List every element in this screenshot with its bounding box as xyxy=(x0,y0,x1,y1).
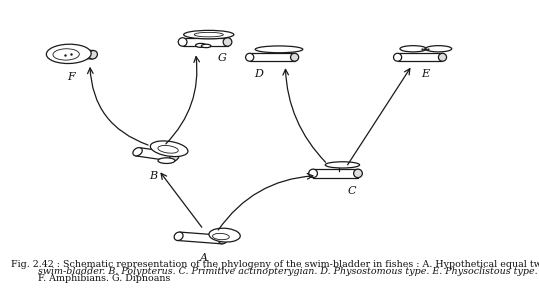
Text: swim-bladder. B. Polypterus. C. Primitive actinopterygian. D. Physostomous type.: swim-bladder. B. Polypterus. C. Primitiv… xyxy=(11,267,537,276)
Text: B: B xyxy=(149,171,157,181)
FancyBboxPatch shape xyxy=(54,49,94,59)
Ellipse shape xyxy=(212,234,229,240)
Ellipse shape xyxy=(184,30,234,39)
Ellipse shape xyxy=(202,44,211,48)
FancyBboxPatch shape xyxy=(250,53,295,61)
Text: F: F xyxy=(67,72,75,82)
Ellipse shape xyxy=(178,38,187,46)
Ellipse shape xyxy=(393,53,402,61)
Text: A: A xyxy=(199,253,208,263)
Ellipse shape xyxy=(425,46,452,52)
Ellipse shape xyxy=(246,53,254,61)
Ellipse shape xyxy=(194,32,223,37)
Ellipse shape xyxy=(291,53,299,61)
Text: E: E xyxy=(421,69,430,79)
Ellipse shape xyxy=(150,141,188,157)
Ellipse shape xyxy=(309,169,317,178)
Ellipse shape xyxy=(255,46,303,53)
FancyBboxPatch shape xyxy=(183,38,227,46)
Ellipse shape xyxy=(438,53,446,61)
Ellipse shape xyxy=(46,44,91,64)
Ellipse shape xyxy=(158,145,178,153)
Text: C: C xyxy=(347,186,356,196)
FancyBboxPatch shape xyxy=(135,148,176,161)
Ellipse shape xyxy=(133,148,142,156)
FancyBboxPatch shape xyxy=(313,169,358,178)
Ellipse shape xyxy=(170,153,179,161)
Ellipse shape xyxy=(209,228,240,242)
Ellipse shape xyxy=(325,162,360,168)
Ellipse shape xyxy=(354,169,362,178)
Ellipse shape xyxy=(51,49,59,57)
Ellipse shape xyxy=(219,236,227,244)
Ellipse shape xyxy=(223,38,232,46)
FancyBboxPatch shape xyxy=(398,53,443,61)
Text: G: G xyxy=(218,53,226,63)
FancyBboxPatch shape xyxy=(177,232,224,244)
Ellipse shape xyxy=(174,232,183,240)
Ellipse shape xyxy=(88,51,98,59)
Ellipse shape xyxy=(53,49,79,60)
Ellipse shape xyxy=(158,158,175,164)
Ellipse shape xyxy=(400,46,426,52)
Text: D: D xyxy=(254,69,264,79)
Text: F. Amphibians. G. Dipnoans: F. Amphibians. G. Dipnoans xyxy=(11,274,170,283)
Text: Fig. 2.42 : Schematic representation of the phylogeny of the swim-bladder in fis: Fig. 2.42 : Schematic representation of … xyxy=(11,260,539,269)
Ellipse shape xyxy=(196,43,206,47)
